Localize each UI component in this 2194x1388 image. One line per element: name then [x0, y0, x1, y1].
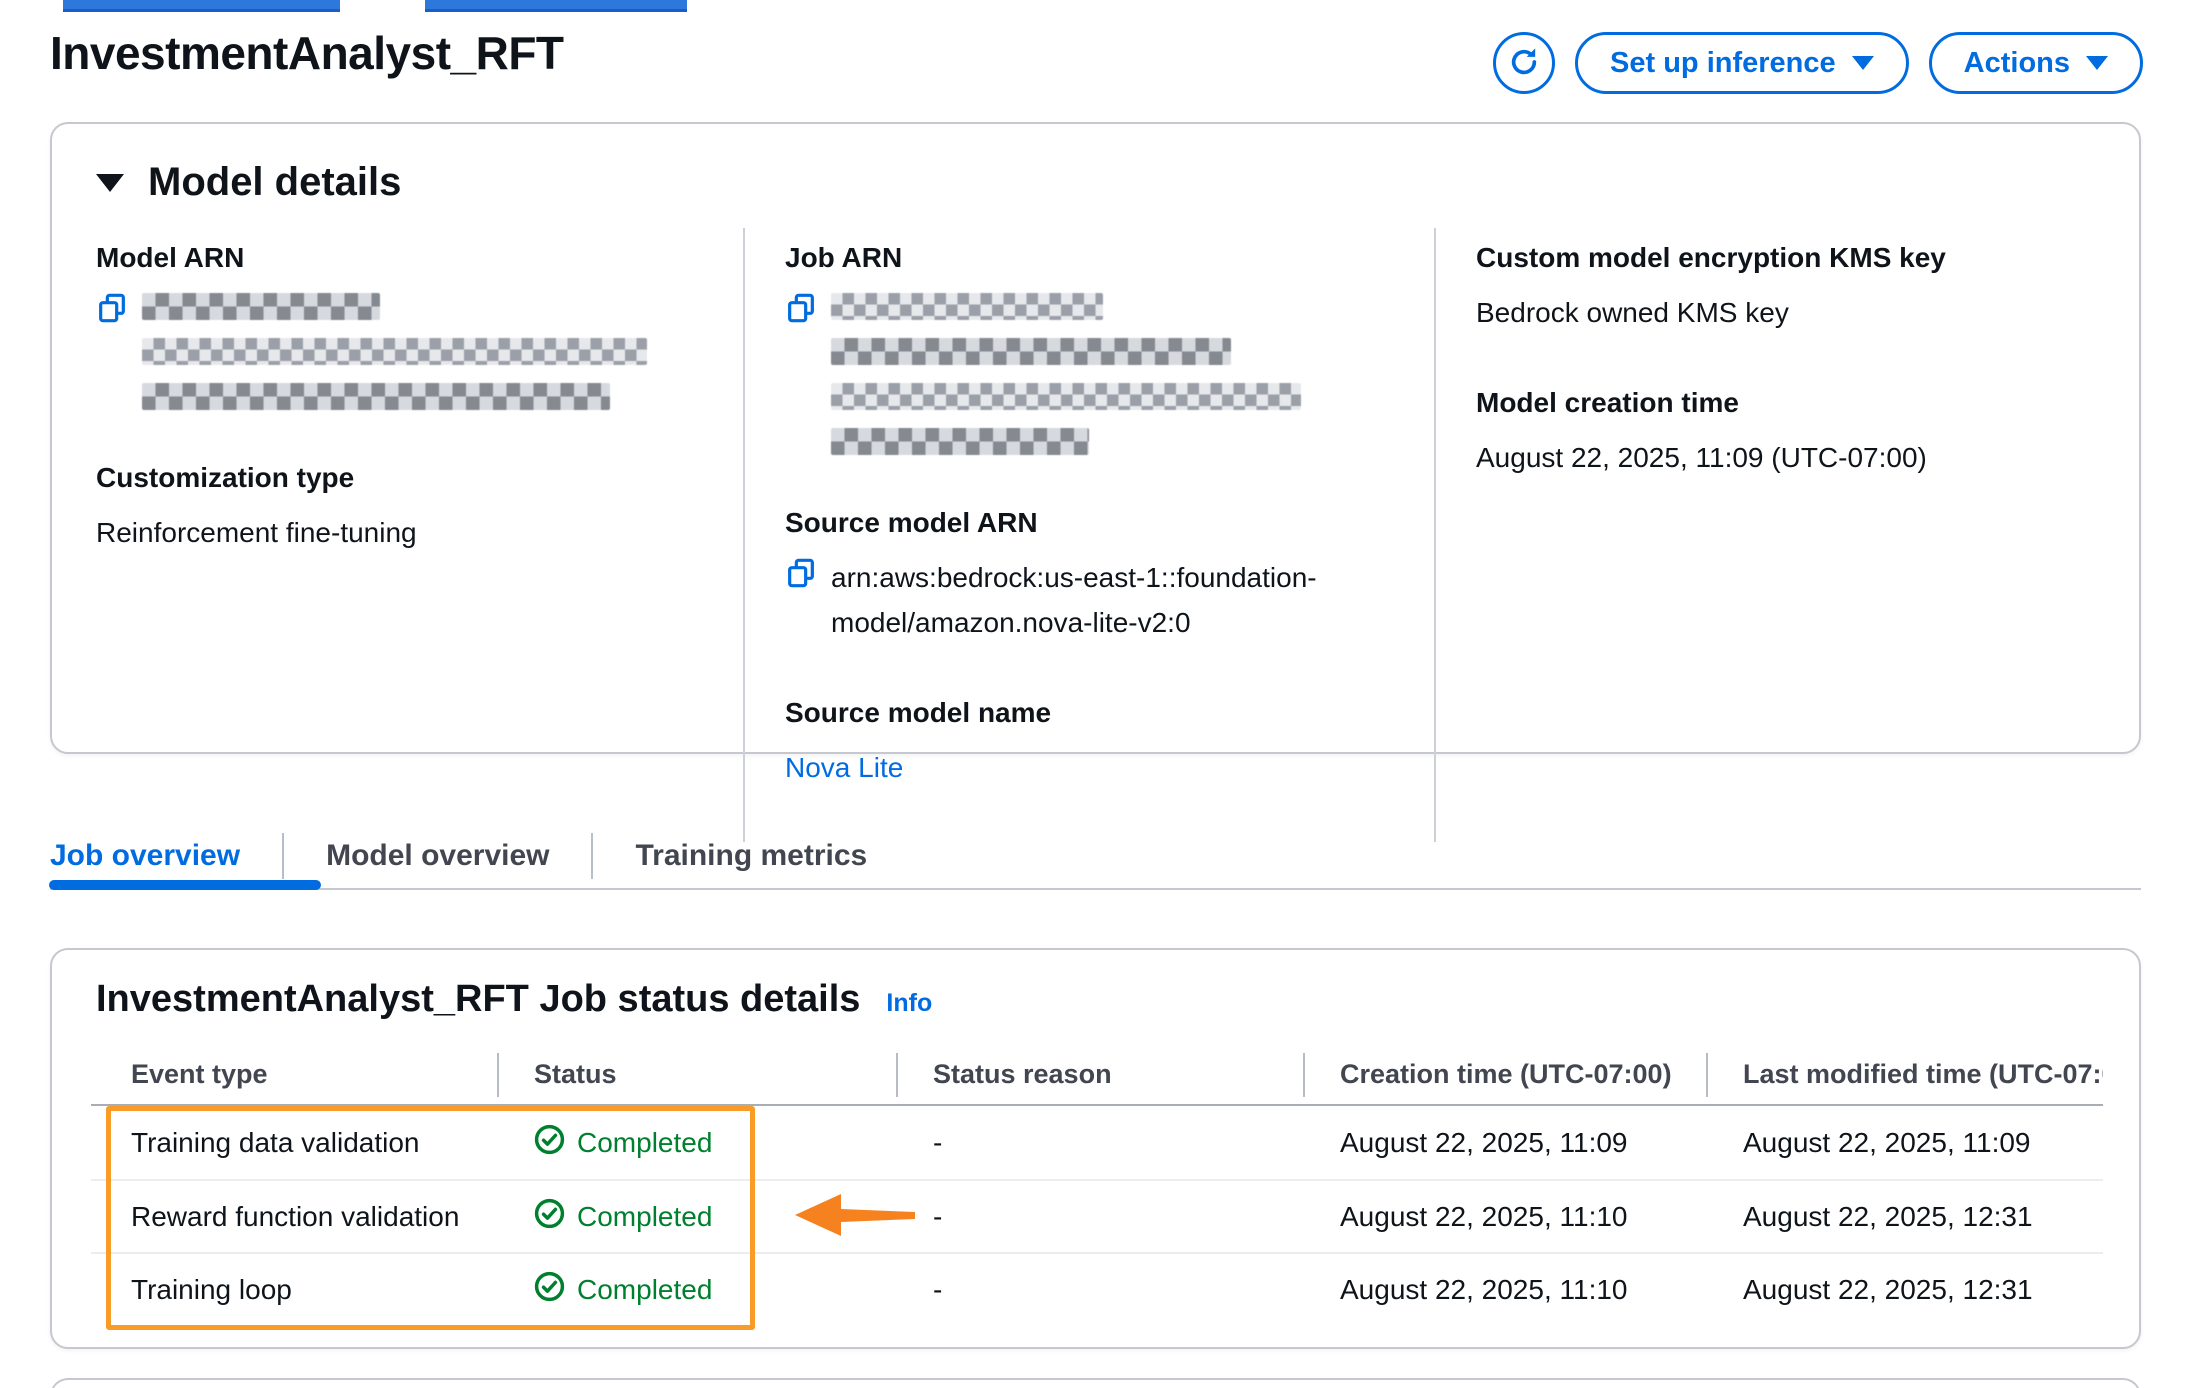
- col-status: Status: [497, 1044, 896, 1104]
- model-arn-field: Model ARN: [96, 242, 713, 410]
- event-type-cell: Reward function validation: [131, 1200, 460, 1232]
- creation-time-label: Model creation time: [1476, 387, 1739, 418]
- event-type-cell: Training data validation: [131, 1126, 420, 1158]
- table-header-row: Event type Status Status reason Creation…: [91, 1044, 2103, 1106]
- caret-down-icon: [2086, 56, 2108, 70]
- header-toolbar: Set up inference Actions: [1493, 31, 2143, 95]
- model-details-col-1: Model ARN: [52, 228, 743, 842]
- event-type-cell: Training loop: [131, 1273, 292, 1305]
- next-card-top-edge: [50, 1378, 2141, 1388]
- job-arn-label: Job ARN: [785, 242, 903, 273]
- customization-type-label: Customization type: [96, 462, 355, 493]
- col-last-modified: Last modified time (UTC-07:00): [1706, 1044, 2103, 1104]
- refresh-icon: [1507, 45, 1541, 82]
- arrow-annotation: [795, 1192, 917, 1243]
- source-model-name-label: Source model name: [785, 697, 1052, 728]
- page-title: InvestmentAnalyst_RFT: [50, 27, 564, 79]
- copy-icon[interactable]: [96, 292, 128, 324]
- actions-label: Actions: [1963, 46, 2070, 79]
- tabs-underline: [50, 888, 2141, 890]
- set-up-inference-button[interactable]: Set up inference: [1575, 32, 1909, 94]
- source-model-name-field: Source model name Nova Lite: [785, 697, 1404, 790]
- source-model-name-link[interactable]: Nova Lite: [785, 752, 904, 783]
- tab-job-overview[interactable]: Job overview: [50, 839, 241, 872]
- caret-down-icon: [1851, 56, 1874, 70]
- tab-training-metrics[interactable]: Training metrics: [635, 839, 868, 872]
- tab-separator: [282, 833, 285, 879]
- status-reason-cell: -: [933, 1273, 943, 1305]
- last-modified-cell: August 22, 2025, 11:09: [1743, 1126, 2031, 1158]
- check-circle-icon: [534, 1271, 565, 1309]
- kms-key-field: Custom model encryption KMS key Bedrock …: [1476, 242, 2109, 335]
- redacted-model-arn: [142, 290, 647, 410]
- tab-separator: [591, 833, 594, 879]
- creation-time-value: August 22, 2025, 11:09 (UTC-07:00): [1476, 442, 1927, 473]
- last-modified-cell: August 22, 2025, 12:31: [1743, 1273, 2033, 1305]
- source-model-arn-value: arn:aws:bedrock:us-east-1::foundation- m…: [831, 562, 1317, 638]
- model-details-card: Model details Model ARN: [50, 122, 2141, 842]
- job-status-title: InvestmentAnalyst_RFT Job status details: [96, 978, 861, 1020]
- job-status-card: InvestmentAnalyst_RFT Job status details…: [50, 948, 2141, 1349]
- job-status-table: Event type Status Status reason Creation…: [91, 1044, 2103, 1325]
- status-reason-cell: -: [933, 1126, 943, 1158]
- customization-type-value: Reinforcement fine-tuning: [96, 517, 417, 548]
- kms-key-value: Bedrock owned KMS key: [1476, 297, 1789, 328]
- last-modified-cell: August 22, 2025, 12:31: [1743, 1200, 2033, 1232]
- copy-icon[interactable]: [785, 557, 817, 589]
- job-arn-field: Job ARN: [785, 242, 1404, 455]
- creation-time-cell: August 22, 2025, 11:10: [1340, 1273, 1628, 1305]
- check-circle-icon: [534, 1124, 565, 1162]
- check-circle-icon: [534, 1198, 565, 1236]
- redacted-job-arn: [831, 290, 1301, 455]
- customization-type-field: Customization type Reinforcement fine-tu…: [96, 462, 713, 555]
- collapse-triangle-icon: [96, 173, 124, 192]
- col-status-reason: Status reason: [896, 1044, 1303, 1104]
- breadcrumb-redacted-link-1[interactable]: [63, 0, 340, 12]
- tab-bar: Job overview Model overview Training met…: [50, 830, 909, 882]
- active-tab-indicator: [49, 880, 321, 890]
- model-details-col-2: Job ARN: [743, 228, 1434, 842]
- model-arn-label: Model ARN: [96, 242, 245, 273]
- model-details-title: Model details: [148, 160, 402, 204]
- table-row: Training loop Completed - August 22, 202…: [91, 1252, 2103, 1325]
- source-model-arn-label: Source model ARN: [785, 507, 1038, 538]
- kms-key-label: Custom model encryption KMS key: [1476, 242, 1946, 273]
- actions-button[interactable]: Actions: [1928, 32, 2143, 94]
- source-model-arn-field: Source model ARN arn:aws:bedrock:us-east…: [785, 507, 1404, 645]
- tab-model-overview[interactable]: Model overview: [326, 839, 550, 872]
- creation-time-field: Model creation time August 22, 2025, 11:…: [1476, 387, 2109, 480]
- model-details-columns: Model ARN: [52, 228, 2139, 842]
- model-details-header[interactable]: Model details: [96, 160, 401, 205]
- col-event-type: Event type: [131, 1058, 268, 1089]
- creation-time-cell: August 22, 2025, 11:09: [1340, 1126, 1628, 1158]
- status-reason-cell: -: [933, 1200, 943, 1232]
- refresh-button[interactable]: [1493, 32, 1556, 94]
- status-cell: Completed: [534, 1124, 896, 1162]
- info-link[interactable]: Info: [886, 989, 933, 1017]
- status-cell: Completed: [534, 1271, 896, 1309]
- creation-time-cell: August 22, 2025, 11:10: [1340, 1200, 1628, 1232]
- table-row: Reward function validation Completed - A…: [91, 1179, 2103, 1252]
- copy-icon[interactable]: [785, 292, 817, 324]
- model-details-col-3: Custom model encryption KMS key Bedrock …: [1434, 228, 2139, 842]
- set-up-inference-label: Set up inference: [1610, 46, 1836, 79]
- table-row: Training data validation Completed - Aug…: [91, 1106, 2103, 1179]
- breadcrumb-redacted-link-2[interactable]: [425, 0, 687, 12]
- status-cell: Completed: [534, 1198, 896, 1236]
- col-creation-time: Creation time (UTC-07:00): [1303, 1044, 1706, 1104]
